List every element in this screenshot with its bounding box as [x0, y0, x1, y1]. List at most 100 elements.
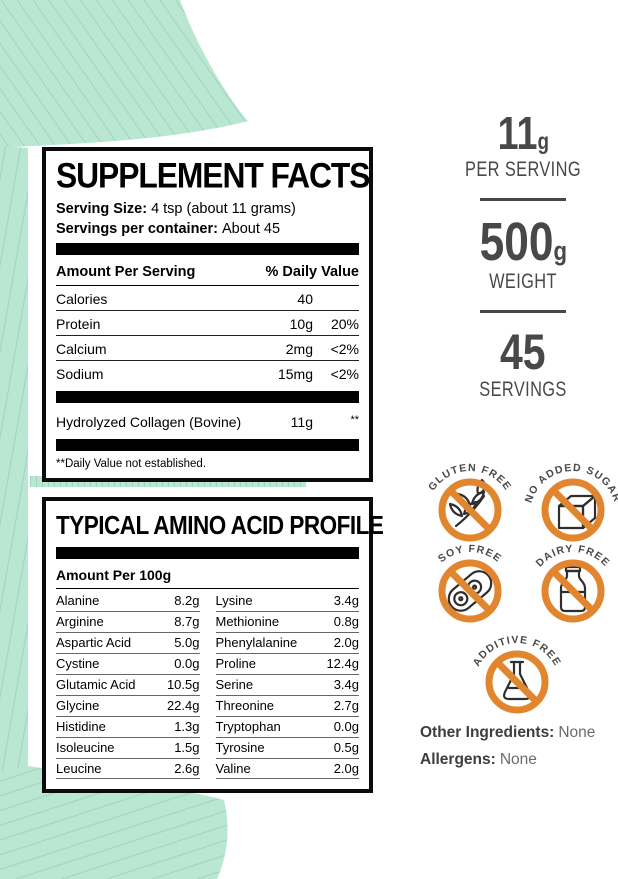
amino-name: Lysine [215, 593, 253, 608]
stat-weight: 500g WEIGHT [440, 215, 606, 294]
nutrient-name: Protein [56, 316, 101, 332]
amino-value: 8.2g [174, 593, 200, 608]
amino-row: Glycine 22.4g [56, 696, 200, 717]
amino-value: 3.4g [333, 676, 359, 692]
amino-name: Aspartic Acid [56, 634, 132, 650]
nutrient-dv: <2% [330, 366, 359, 382]
servings-label: Servings per container: [56, 221, 218, 237]
serving-size-line: Serving Size: 4 tsp (about 11 grams) [56, 201, 359, 217]
nutrient-row-sodium: Sodium 15mg <2% [56, 361, 359, 385]
amino-row: Isoleucine 1.5g [56, 738, 200, 759]
prohibition-slash [550, 568, 596, 614]
amino-value: 22.4g [166, 697, 200, 713]
amino-name: Histidine [56, 718, 106, 734]
amino-name: Arginine [56, 613, 104, 629]
amino-value: 2.0g [333, 634, 359, 650]
amino-row: Lysine 3.4g [215, 591, 359, 612]
allergens-line: Allergens: None [420, 751, 595, 769]
amino-value: 10.5g [166, 676, 200, 692]
amino-acid-panel: TYPICAL AMINO ACID PROFILE Amount Per 10… [42, 497, 384, 794]
allergens-label: Allergens: [420, 751, 496, 768]
serving-size-value: 4 tsp (about 11 grams) [151, 201, 296, 217]
amino-column-right: Lysine 3.4g Methionine 0.8g Phenylalanine 2… [215, 591, 359, 780]
stat-value: 11 [497, 107, 538, 159]
other-ingredients-value: None [558, 724, 596, 741]
prohibition-ring [541, 559, 605, 623]
amino-value: 2.6g [174, 760, 200, 776]
stat-value: 500 [479, 211, 554, 272]
nutrient-row-collagen: Hydrolyzed Collagen (Bovine) 11g ** [56, 409, 359, 433]
svg-text:GLUTEN FREE: GLUTEN FREE [426, 462, 514, 493]
divider-bar [56, 391, 359, 403]
stat-label: WEIGHT [489, 269, 557, 293]
prohibition-slash [447, 487, 493, 533]
amino-name: Glycine [56, 697, 100, 713]
amino-name: Tyrosine [215, 739, 265, 755]
amino-value: 1.3g [174, 718, 200, 734]
amino-row: Threonine 2.7g [215, 696, 359, 717]
amino-name: Isoleucine [56, 739, 115, 755]
serving-size-label: Serving Size: [56, 201, 148, 217]
amino-row: Phenylalanine 2.0g [215, 633, 359, 654]
nutrient-amount: 15mg [277, 366, 313, 382]
amino-name: Methionine [215, 613, 280, 629]
amino-value: 12.4g [326, 655, 359, 671]
allergens-value: None [499, 751, 537, 768]
servings-value: About 45 [221, 221, 281, 237]
divider-bar [56, 439, 359, 451]
green-bottom-blob [0, 766, 228, 879]
prohibition-slash [550, 487, 596, 533]
amount-per-100g-header: Amount Per 100g [56, 565, 359, 589]
badge-label: GLUTEN FREE [426, 462, 513, 493]
amino-row: Tyrosine 0.5g [215, 738, 359, 759]
daily-value-header: % Daily Value [265, 264, 360, 280]
amino-value: 2.7g [333, 697, 359, 713]
badge-no-added-sugar: NO ADDED SUGAR [523, 462, 618, 542]
nutrient-name: Hydrolyzed Collagen (Bovine) [56, 414, 242, 430]
amino-name: Threonine [215, 697, 275, 713]
daily-value-footnote: **Daily Value not established. [56, 458, 207, 470]
amino-row: Methionine 0.8g [215, 612, 359, 633]
amino-column-left: Alanine 8.2g Arginine 8.7g Aspartic Acid 5.… [56, 591, 200, 780]
amino-row: Valine 2.0g [215, 759, 359, 780]
badge-dairy-free: DAIRY FREE [534, 543, 611, 623]
amino-value: 0.0g [333, 718, 359, 734]
stat-per-serving: 11g PER SERVING [440, 110, 606, 182]
servings-per-container-line: Servings per container: About 45 [56, 221, 359, 237]
stat-servings: 45 SERVINGS [440, 327, 606, 403]
nutrient-row-calories: Calories 40 [56, 286, 359, 311]
nutrient-amount: 10g [289, 316, 313, 332]
stat-label: SERVINGS [479, 378, 567, 402]
stat-divider [480, 197, 566, 201]
amino-row: Aspartic Acid 5.0g [56, 633, 200, 654]
amino-name: Phenylalanine [215, 634, 298, 650]
amino-row: Alanine 8.2g [56, 591, 200, 612]
amino-name: Tryptophan [215, 718, 281, 734]
nutrient-dv: 20% [330, 316, 359, 332]
nutrient-row-calcium: Calcium 2mg <2% [56, 336, 359, 361]
divider-bar [56, 547, 359, 559]
green-top-wedge [0, 0, 248, 148]
amino-value: 1.5g [174, 739, 200, 755]
amino-value: 0.0g [174, 655, 200, 671]
nutrient-amount: 2mg [285, 341, 313, 357]
prohibition-slash [447, 568, 493, 614]
amino-acid-title: TYPICAL AMINO ACID PROFILE [56, 511, 384, 540]
amino-value: 5.0g [174, 634, 200, 650]
other-ingredients-label: Other Ingredients: [420, 724, 555, 741]
stats-column: 11g PER SERVING 500g WEIGHT 45 SERVINGS [440, 110, 606, 403]
badge-gluten-free: GLUTEN FREE [426, 462, 514, 542]
amino-row: Proline 12.4g [215, 654, 359, 675]
other-ingredients-line: Other Ingredients: None [420, 724, 595, 742]
amino-name: Glutamic Acid [56, 676, 136, 692]
nutrient-amount: 40 [297, 291, 313, 307]
nutrient-dv: ** [350, 414, 359, 426]
amino-row: Tryptophan 0.0g [215, 717, 359, 738]
prohibition-ring [541, 478, 605, 542]
footer-notes: Other Ingredients: None Allergens: None [420, 724, 595, 778]
prohibition-ring [438, 559, 502, 623]
supplement-facts-panel: SUPPLEMENT FACTS Serving Size: 4 tsp (abo… [42, 147, 373, 482]
amino-value: 0.8g [333, 613, 359, 629]
nutrient-row-protein: Protein 10g 20% [56, 311, 359, 336]
